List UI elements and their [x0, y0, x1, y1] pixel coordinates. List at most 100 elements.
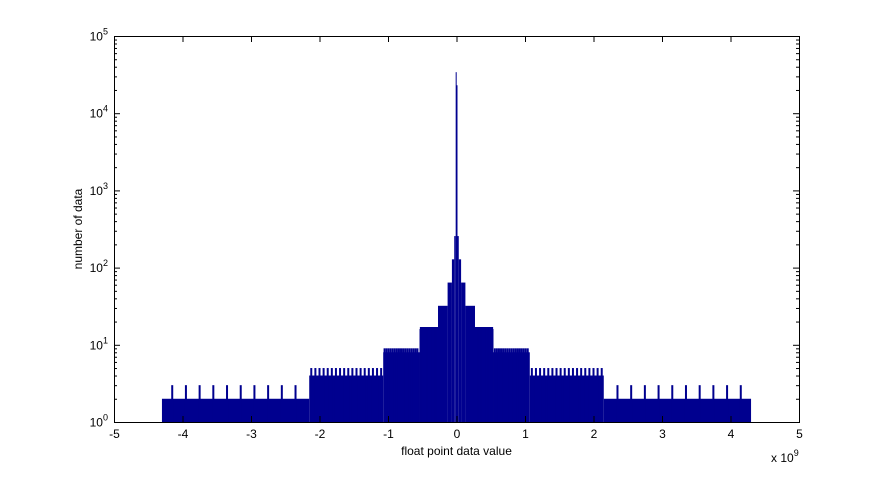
histogram-spike	[376, 368, 379, 422]
x-tick-label: -3	[246, 427, 257, 441]
histogram-spike	[435, 327, 438, 422]
histogram-spike	[480, 327, 483, 422]
histogram-spike	[419, 327, 422, 422]
histogram-spike	[497, 348, 500, 422]
x-tick-label: -4	[178, 427, 189, 441]
histogram-spike	[479, 327, 482, 422]
y-tick-base: 10	[90, 30, 104, 44]
histogram-spike	[426, 327, 429, 422]
histogram-spike	[422, 327, 425, 422]
histogram-spike	[355, 368, 358, 422]
histogram-spike	[171, 385, 174, 422]
histogram-bar	[454, 236, 456, 422]
histogram-spike	[475, 327, 478, 422]
histogram-bar	[465, 305, 475, 422]
x-tick-label: 3	[659, 427, 666, 441]
histogram-spike	[429, 327, 432, 422]
histogram-spike	[421, 327, 424, 422]
histogram-spike	[516, 348, 519, 422]
histogram-bar	[447, 282, 452, 422]
histogram-spike	[294, 385, 297, 422]
histogram-spike	[428, 327, 431, 422]
histogram-bar	[603, 398, 752, 422]
histogram-spike	[524, 348, 527, 422]
histogram-spike	[430, 327, 433, 422]
x-tick-label: -5	[109, 427, 120, 441]
histogram-spike	[404, 348, 407, 422]
histogram-spike	[506, 348, 509, 422]
x-axis-label: float point data value	[401, 444, 512, 458]
histogram-spike	[508, 348, 511, 422]
histogram-spike	[510, 348, 513, 422]
histogram-bar	[455, 72, 457, 422]
y-tick-label: 100	[90, 413, 108, 430]
histogram-spike	[487, 327, 490, 422]
x-tick-label: -2	[315, 427, 326, 441]
histogram-spike	[402, 348, 405, 422]
histogram-spike	[212, 385, 215, 422]
histogram-spike	[739, 385, 742, 422]
x-tick-label: -1	[383, 427, 394, 441]
histogram-bar	[457, 236, 459, 422]
histogram-spike	[547, 368, 550, 422]
histogram-spike	[406, 348, 409, 422]
histogram-spike	[600, 368, 603, 422]
histogram-spike	[684, 385, 687, 422]
histogram-bar	[529, 375, 604, 422]
histogram-spike	[657, 385, 660, 422]
histogram-spike	[563, 368, 566, 422]
histogram-spike	[698, 385, 701, 422]
histogram-bar	[461, 282, 466, 422]
histogram-spike	[432, 327, 435, 422]
histogram-spike	[478, 327, 481, 422]
x-exponent-power: 9	[794, 448, 799, 458]
histogram-spike	[520, 348, 523, 422]
histogram-spike	[412, 348, 415, 422]
y-tick-label: 101	[90, 335, 108, 352]
x-tick-label: 1	[522, 427, 529, 441]
histogram-spike	[387, 348, 390, 422]
histogram-spike	[310, 368, 313, 422]
histogram-spike	[500, 348, 503, 422]
y-tick-base: 10	[90, 184, 104, 198]
histogram-spike	[490, 327, 493, 422]
histogram-spike	[514, 348, 517, 422]
y-tick-exp: 2	[103, 258, 108, 268]
y-tick-exp: 1	[103, 335, 108, 345]
histogram-spike	[584, 368, 587, 422]
histogram-spike	[351, 368, 354, 422]
histogram-spike	[726, 385, 729, 422]
histogram-spike	[410, 348, 413, 422]
histogram-spike	[434, 327, 437, 422]
y-tick-label: 103	[90, 181, 108, 198]
y-tick-exp: 4	[103, 104, 108, 114]
y-tick-exp: 3	[103, 181, 108, 191]
histogram-bar	[458, 259, 462, 422]
histogram-bar	[438, 305, 448, 422]
histogram-spike	[474, 327, 477, 422]
histogram-spike	[433, 327, 436, 422]
y-tick-exp: 5	[103, 27, 108, 37]
histogram-spike	[371, 368, 374, 422]
y-tick-base: 10	[90, 338, 104, 352]
histogram-spike	[334, 368, 337, 422]
histogram-spike	[383, 348, 386, 422]
histogram-spike	[380, 368, 383, 422]
histogram-spike	[253, 385, 256, 422]
x-tick-label: 5	[796, 427, 803, 441]
bars-layer	[161, 72, 752, 423]
histogram-spike	[393, 348, 396, 422]
histogram-spike	[436, 327, 439, 422]
histogram-spike	[420, 327, 423, 422]
histogram-spike	[330, 368, 333, 422]
histogram-spike	[477, 327, 480, 422]
histogram-spike	[385, 348, 388, 422]
histogram-spike	[423, 327, 426, 422]
histogram-spike	[198, 385, 201, 422]
histogram-bar	[161, 398, 310, 422]
x-tick-label: 0	[454, 427, 461, 441]
histogram-spike	[481, 327, 484, 422]
histogram-spike	[363, 368, 366, 422]
histogram-spike	[484, 327, 487, 422]
histogram-spike	[400, 348, 403, 422]
